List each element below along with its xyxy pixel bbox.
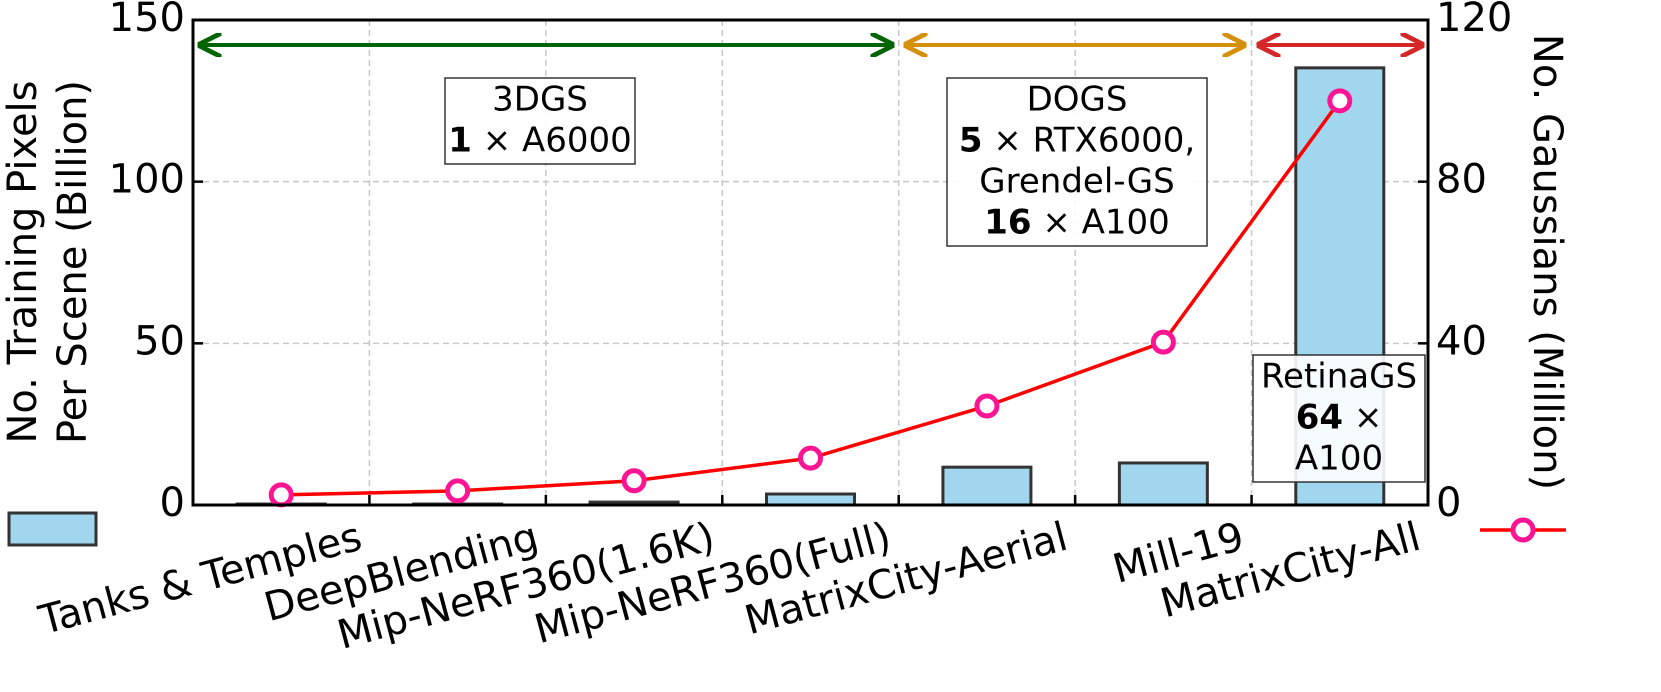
- line-marker: [268, 482, 294, 508]
- y-tick-label: 150: [109, 0, 185, 41]
- annotation-segment: 16: [984, 202, 1031, 242]
- annotation-segment: RetinaGS: [1261, 356, 1417, 396]
- annotation-segment: DOGS: [1027, 79, 1128, 119]
- y2-tick-label: 0: [1436, 480, 1461, 526]
- annotation-text: 3DGS: [492, 79, 588, 119]
- annotation-text: 5 × RTX6000,: [959, 120, 1195, 160]
- annotation-box: [1252, 354, 1426, 483]
- annotation-text: 1 × A6000: [448, 120, 632, 160]
- annotation-box: [444, 77, 636, 165]
- annotation-text: DOGS: [1027, 79, 1128, 119]
- annotation-segment: × A6000: [472, 120, 632, 160]
- annotation-segment: × A100: [1032, 202, 1170, 242]
- y-tick-label: 0: [160, 480, 185, 526]
- line-marker: [798, 445, 823, 471]
- legend-bar-key: [7, 511, 98, 547]
- annotation-segment: A100: [1295, 438, 1383, 478]
- y2-tick-label: 80: [1436, 157, 1487, 203]
- annotation-text: 16 × A100: [984, 202, 1170, 242]
- y2-axis-label: No. Gaussians (Million): [1524, 34, 1570, 490]
- line-marker: [445, 478, 471, 504]
- bar: [941, 465, 1033, 507]
- bar: [1117, 461, 1209, 507]
- line-marker: [1327, 88, 1353, 114]
- annotation-box: [946, 77, 1208, 247]
- y2-tick-label: 120: [1436, 0, 1512, 41]
- annotation-segment: 64: [1296, 397, 1343, 437]
- plot-frame: [191, 18, 1430, 507]
- annotation-segment: Grendel-GS: [979, 161, 1174, 201]
- annotation-segment: 5: [959, 120, 983, 160]
- annotation-segment: 3DGS: [492, 79, 588, 119]
- y-axis-label: No. Training Pixels: [0, 80, 46, 443]
- y2-tick-label: 40: [1436, 318, 1487, 364]
- y-axis-label: Per Scene (Billion): [50, 80, 96, 444]
- annotation-text: 64 ×: [1296, 397, 1383, 437]
- annotation-text: RetinaGS: [1261, 356, 1417, 396]
- annotation-text: A100: [1295, 438, 1383, 478]
- line-marker: [974, 393, 1000, 419]
- legend-line-marker: [1510, 517, 1536, 543]
- line-marker: [621, 468, 647, 494]
- annotation-segment: × RTX6000,: [983, 120, 1196, 160]
- annotation-segment: 1: [448, 120, 472, 160]
- y-tick-label: 100: [109, 157, 185, 203]
- line-marker: [1150, 329, 1176, 355]
- bar: [765, 492, 856, 507]
- annotation-segment: ×: [1343, 397, 1382, 437]
- y-tick-label: 50: [134, 318, 185, 364]
- annotation-text: Grendel-GS: [979, 161, 1174, 201]
